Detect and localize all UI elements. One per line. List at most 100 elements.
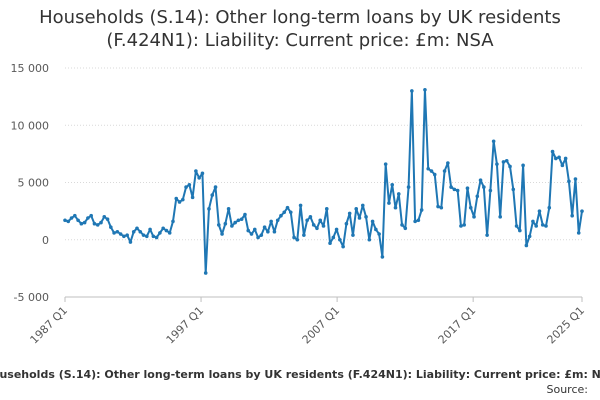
data-point xyxy=(223,221,228,226)
data-point xyxy=(468,205,473,210)
data-point xyxy=(243,212,247,217)
data-point xyxy=(576,231,581,235)
data-point xyxy=(69,216,74,220)
data-point xyxy=(141,233,146,237)
data-point xyxy=(298,203,303,208)
data-point xyxy=(377,232,381,236)
data-point xyxy=(432,172,437,177)
data-point xyxy=(207,207,211,211)
data-point xyxy=(485,233,489,237)
data-point xyxy=(482,185,486,189)
y-tick-label: 10 000 xyxy=(11,119,50,132)
data-point xyxy=(393,205,398,210)
data-point xyxy=(184,185,188,189)
data-point xyxy=(367,237,372,242)
data-point xyxy=(504,158,509,163)
data-point xyxy=(321,224,326,228)
data-point xyxy=(82,220,87,225)
data-point xyxy=(501,160,506,164)
x-tick-label: 1987 Q1 xyxy=(28,304,71,347)
data-point xyxy=(508,164,512,169)
data-point xyxy=(177,200,182,204)
data-point xyxy=(102,215,107,219)
data-point xyxy=(194,169,198,173)
data-point xyxy=(292,235,296,240)
data-point xyxy=(288,210,293,215)
data-point xyxy=(364,215,368,219)
data-point xyxy=(472,215,476,219)
data-point xyxy=(239,217,244,221)
data-point xyxy=(413,219,417,224)
data-point xyxy=(109,225,113,229)
series-layer xyxy=(63,87,584,275)
x-tick-label: 1997 Q1 xyxy=(164,304,207,347)
data-point xyxy=(370,219,375,224)
data-point xyxy=(475,194,480,199)
x-tick-label: 2017 Q1 xyxy=(436,304,479,347)
data-point xyxy=(563,156,568,161)
data-point xyxy=(73,213,77,218)
data-point xyxy=(95,223,100,227)
data-point xyxy=(236,218,241,223)
data-point xyxy=(246,228,251,233)
data-point xyxy=(544,224,548,228)
data-point xyxy=(518,228,522,233)
data-point xyxy=(495,162,499,166)
data-point xyxy=(99,220,103,225)
data-point xyxy=(233,220,237,225)
data-point xyxy=(341,244,345,249)
data-point xyxy=(148,227,152,232)
data-point xyxy=(164,228,169,233)
data-point xyxy=(462,223,467,227)
data-point xyxy=(524,243,529,248)
data-point xyxy=(338,237,342,242)
data-point xyxy=(151,234,156,239)
data-point xyxy=(573,177,578,181)
data-point xyxy=(534,224,538,228)
data-point xyxy=(318,218,323,223)
gridlines xyxy=(65,67,582,298)
y-tick-label: 0 xyxy=(42,234,49,247)
data-point xyxy=(436,204,440,209)
data-point xyxy=(249,232,254,236)
data-point xyxy=(354,207,359,211)
data-point xyxy=(259,233,264,237)
data-point xyxy=(89,213,93,218)
data-point xyxy=(125,233,129,237)
data-point xyxy=(429,169,434,173)
data-point xyxy=(269,219,273,224)
data-point xyxy=(419,208,424,212)
data-point xyxy=(266,229,270,234)
data-point xyxy=(285,205,290,210)
footer-caption: Households (S.14): Other long-term loans… xyxy=(0,368,600,381)
data-point xyxy=(488,188,493,193)
data-point xyxy=(324,207,329,211)
data-point xyxy=(311,223,316,227)
data-point xyxy=(459,224,463,228)
data-point xyxy=(557,155,561,160)
data-point xyxy=(537,209,542,213)
data-point xyxy=(200,171,205,176)
data-point xyxy=(216,223,221,227)
data-point xyxy=(154,235,159,240)
data-point xyxy=(531,219,535,224)
data-point xyxy=(63,218,67,223)
data-point xyxy=(498,215,503,219)
data-point xyxy=(171,219,175,224)
data-point xyxy=(76,218,80,223)
data-point xyxy=(423,87,427,92)
data-point xyxy=(122,234,126,239)
series-line xyxy=(64,88,583,274)
footer-caption-text: Households (S.14): Other long-term loans… xyxy=(0,368,600,381)
data-point xyxy=(570,213,574,218)
data-point xyxy=(550,149,555,154)
data-point xyxy=(416,218,421,223)
data-point xyxy=(213,185,218,189)
data-point xyxy=(478,178,483,183)
data-point xyxy=(118,232,123,236)
y-tick-label: 15 000 xyxy=(11,62,50,75)
data-point xyxy=(334,227,339,232)
data-point xyxy=(380,255,385,259)
data-point xyxy=(452,187,457,192)
